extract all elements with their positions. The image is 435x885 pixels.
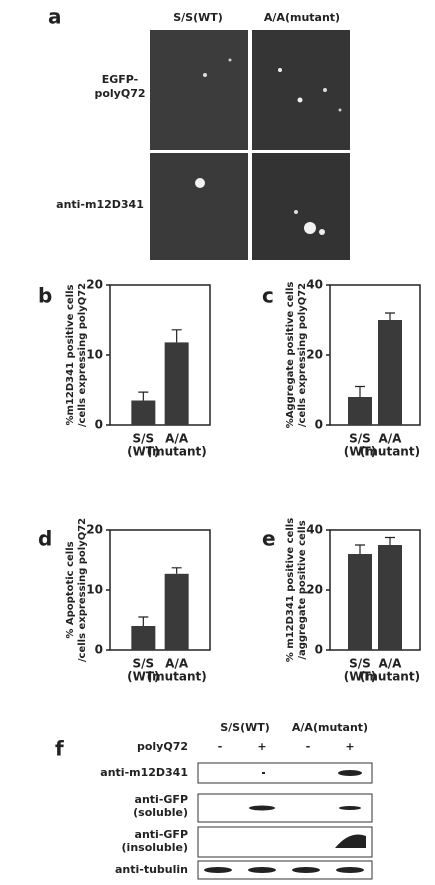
bar xyxy=(378,320,402,425)
lane-sign: + xyxy=(345,740,354,753)
x-tick-label: A/A xyxy=(165,432,189,446)
row-label: polyQ72 xyxy=(94,87,145,100)
figure: a S/S(WT) A/A(mutant) EGFP- polyQ72 anti… xyxy=(0,0,435,885)
error-bar xyxy=(172,330,182,343)
row-label: EGFP- xyxy=(102,73,139,86)
blot-label: anti-GFP xyxy=(135,828,188,841)
y-tick-label: 20 xyxy=(86,278,103,292)
column-header: A/A(mutant) xyxy=(264,11,340,24)
y-tick-label: 0 xyxy=(95,643,103,657)
y-tick-label: 20 xyxy=(86,523,103,537)
y-axis-label: %Aggregate positive cells xyxy=(285,282,296,429)
x-tick-label: A/A xyxy=(379,657,403,671)
error-bar xyxy=(138,617,148,626)
y-tick-label: 40 xyxy=(306,278,323,292)
y-tick-label: 0 xyxy=(315,418,323,432)
blot-label: anti-tubulin xyxy=(115,863,188,876)
panel-letter: a xyxy=(48,5,62,29)
blot-label: anti-m12D341 xyxy=(100,766,188,779)
x-tick-label: A/A xyxy=(165,657,189,671)
error-bar xyxy=(355,545,365,554)
y-tick-label: 0 xyxy=(95,418,103,432)
error-bar xyxy=(355,387,365,398)
bar xyxy=(348,397,372,425)
plot-frame xyxy=(110,285,210,425)
blots xyxy=(198,763,372,879)
y-tick-label: 20 xyxy=(306,583,323,597)
blot-label: (soluble) xyxy=(133,806,188,819)
y-axis-label: % m12D341 positive cells xyxy=(285,518,296,662)
x-tick-label: S/S xyxy=(132,657,154,671)
y-tick-label: 10 xyxy=(86,348,103,362)
x-tick-label: (mutant) xyxy=(360,670,420,684)
panel-letter: c xyxy=(262,284,274,308)
x-tick-label: (mutant) xyxy=(360,445,420,459)
error-bar xyxy=(385,313,395,320)
panel-letter: b xyxy=(38,284,52,308)
lane-sign: - xyxy=(218,740,223,753)
plot-frame xyxy=(110,530,210,650)
column-header: A/A(mutant) xyxy=(292,721,368,734)
y-tick-label: 0 xyxy=(315,643,323,657)
error-bar xyxy=(172,568,182,574)
plot-frame xyxy=(330,530,420,650)
x-tick-label: S/S xyxy=(132,432,154,446)
y-axis-label: % Apoptotic cells xyxy=(65,541,76,638)
x-tick-label: S/S xyxy=(349,432,371,446)
panel-letter: d xyxy=(38,527,52,551)
x-tick-label: S/S xyxy=(349,657,371,671)
panel-letter: e xyxy=(262,527,276,551)
treatment-label: polyQ72 xyxy=(137,740,188,753)
bar xyxy=(378,545,402,650)
panel-letter: f xyxy=(55,737,64,761)
y-axis-label: %m12D341 positive cells xyxy=(65,284,76,425)
x-tick-label: A/A xyxy=(379,432,403,446)
bar xyxy=(348,554,372,650)
bar xyxy=(165,574,189,650)
lane-sign: + xyxy=(257,740,266,753)
row-label: anti-m12D341 xyxy=(56,198,144,211)
bar xyxy=(131,401,155,426)
column-header: S/S(WT) xyxy=(220,721,270,734)
y-tick-label: 20 xyxy=(306,348,323,362)
error-bar xyxy=(385,538,395,546)
lane-sign: - xyxy=(306,740,311,753)
blot-label: anti-GFP xyxy=(135,793,188,806)
x-tick-label: (mutant) xyxy=(147,670,207,684)
micrographs xyxy=(150,30,350,260)
error-bar xyxy=(138,392,148,400)
column-header: S/S(WT) xyxy=(173,11,223,24)
y-tick-label: 40 xyxy=(306,523,323,537)
bar xyxy=(131,626,155,650)
x-tick-label: (mutant) xyxy=(147,445,207,459)
bar xyxy=(165,342,189,425)
y-tick-label: 10 xyxy=(86,583,103,597)
blot-label: (insoluble) xyxy=(122,841,188,854)
plot-frame xyxy=(330,285,420,425)
